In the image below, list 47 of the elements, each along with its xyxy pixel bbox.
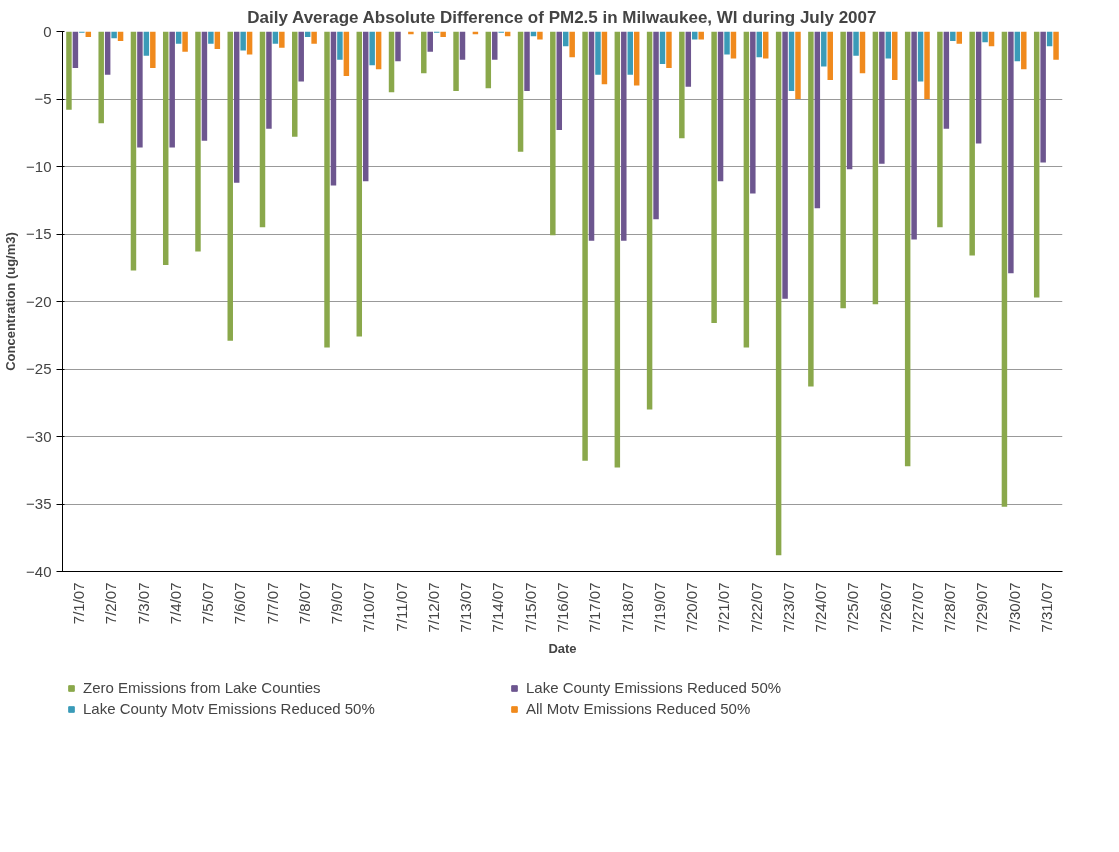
x-tick-label: 7/21/07 xyxy=(715,582,733,633)
x-tick-label: 7/22/07 xyxy=(747,582,765,633)
y-tick-label: 0 xyxy=(43,22,52,40)
x-tick-label: 7/19/07 xyxy=(650,582,668,633)
y-axis-title: Concentration (ug/m3) xyxy=(3,232,19,371)
x-tick-label: 7/25/07 xyxy=(844,582,862,633)
x-tick-label: 7/1/07 xyxy=(70,582,88,625)
x-tick-label: 7/2/07 xyxy=(102,582,120,625)
x-tick-label: 7/11/07 xyxy=(392,582,410,632)
y-tick-label: −40 xyxy=(26,562,52,580)
x-tick-label: 7/5/07 xyxy=(199,582,217,625)
x-tick-label: 7/14/07 xyxy=(489,582,507,633)
chart-title: Daily Average Absolute Difference of PM2.5 in Milwaukee, WI during July 2007 xyxy=(247,7,877,27)
legend-label: Zero Emissions from Lake Counties xyxy=(82,679,322,696)
x-tick-label: 7/23/07 xyxy=(779,582,797,633)
x-tick-label: 7/29/07 xyxy=(973,582,991,633)
x-tick-label: 7/27/07 xyxy=(908,582,926,633)
x-tick-label: 7/13/07 xyxy=(457,582,475,633)
y-tick-label: −30 xyxy=(26,427,52,445)
x-tick-label: 7/3/07 xyxy=(134,582,152,625)
x-tick-label: 7/31/07 xyxy=(1037,582,1055,633)
x-tick-label: 7/6/07 xyxy=(231,582,249,625)
y-tick-label: −25 xyxy=(26,360,52,377)
x-axis-title: Date xyxy=(548,640,577,656)
x-tick-label: 7/16/07 xyxy=(554,582,571,633)
x-tick-label: 7/15/07 xyxy=(521,582,539,633)
y-tick-label: −15 xyxy=(26,225,52,242)
x-tick-label: 7/9/07 xyxy=(328,582,346,625)
y-tick-label: −10 xyxy=(26,157,52,175)
legend-label: All Motv Emissions Reduced 50% xyxy=(525,700,752,717)
x-tick-label: 7/10/07 xyxy=(360,582,378,633)
x-tick-label: 7/12/07 xyxy=(424,582,442,633)
x-tick-label: 7/17/07 xyxy=(586,582,604,633)
x-tick-label: 7/18/07 xyxy=(618,582,636,633)
x-tick-label: 7/26/07 xyxy=(876,582,894,633)
x-tick-label: 7/28/07 xyxy=(941,582,959,633)
x-tick-label: 7/4/07 xyxy=(166,582,184,625)
y-tick-label: −20 xyxy=(26,292,52,310)
x-tick-label: 7/30/07 xyxy=(1005,582,1023,633)
y-tick-label: −35 xyxy=(26,495,52,512)
x-tick-label: 7/24/07 xyxy=(812,582,830,633)
legend-label: Lake County Motv Emissions Reduced 50% xyxy=(82,700,376,717)
y-tick-label: −5 xyxy=(34,90,52,107)
legend-label: Lake County Emissions Reduced 50% xyxy=(525,679,783,696)
x-tick-label: 7/20/07 xyxy=(683,582,701,633)
x-tick-label: 7/7/07 xyxy=(263,582,281,625)
x-tick-label: 7/8/07 xyxy=(295,582,313,625)
